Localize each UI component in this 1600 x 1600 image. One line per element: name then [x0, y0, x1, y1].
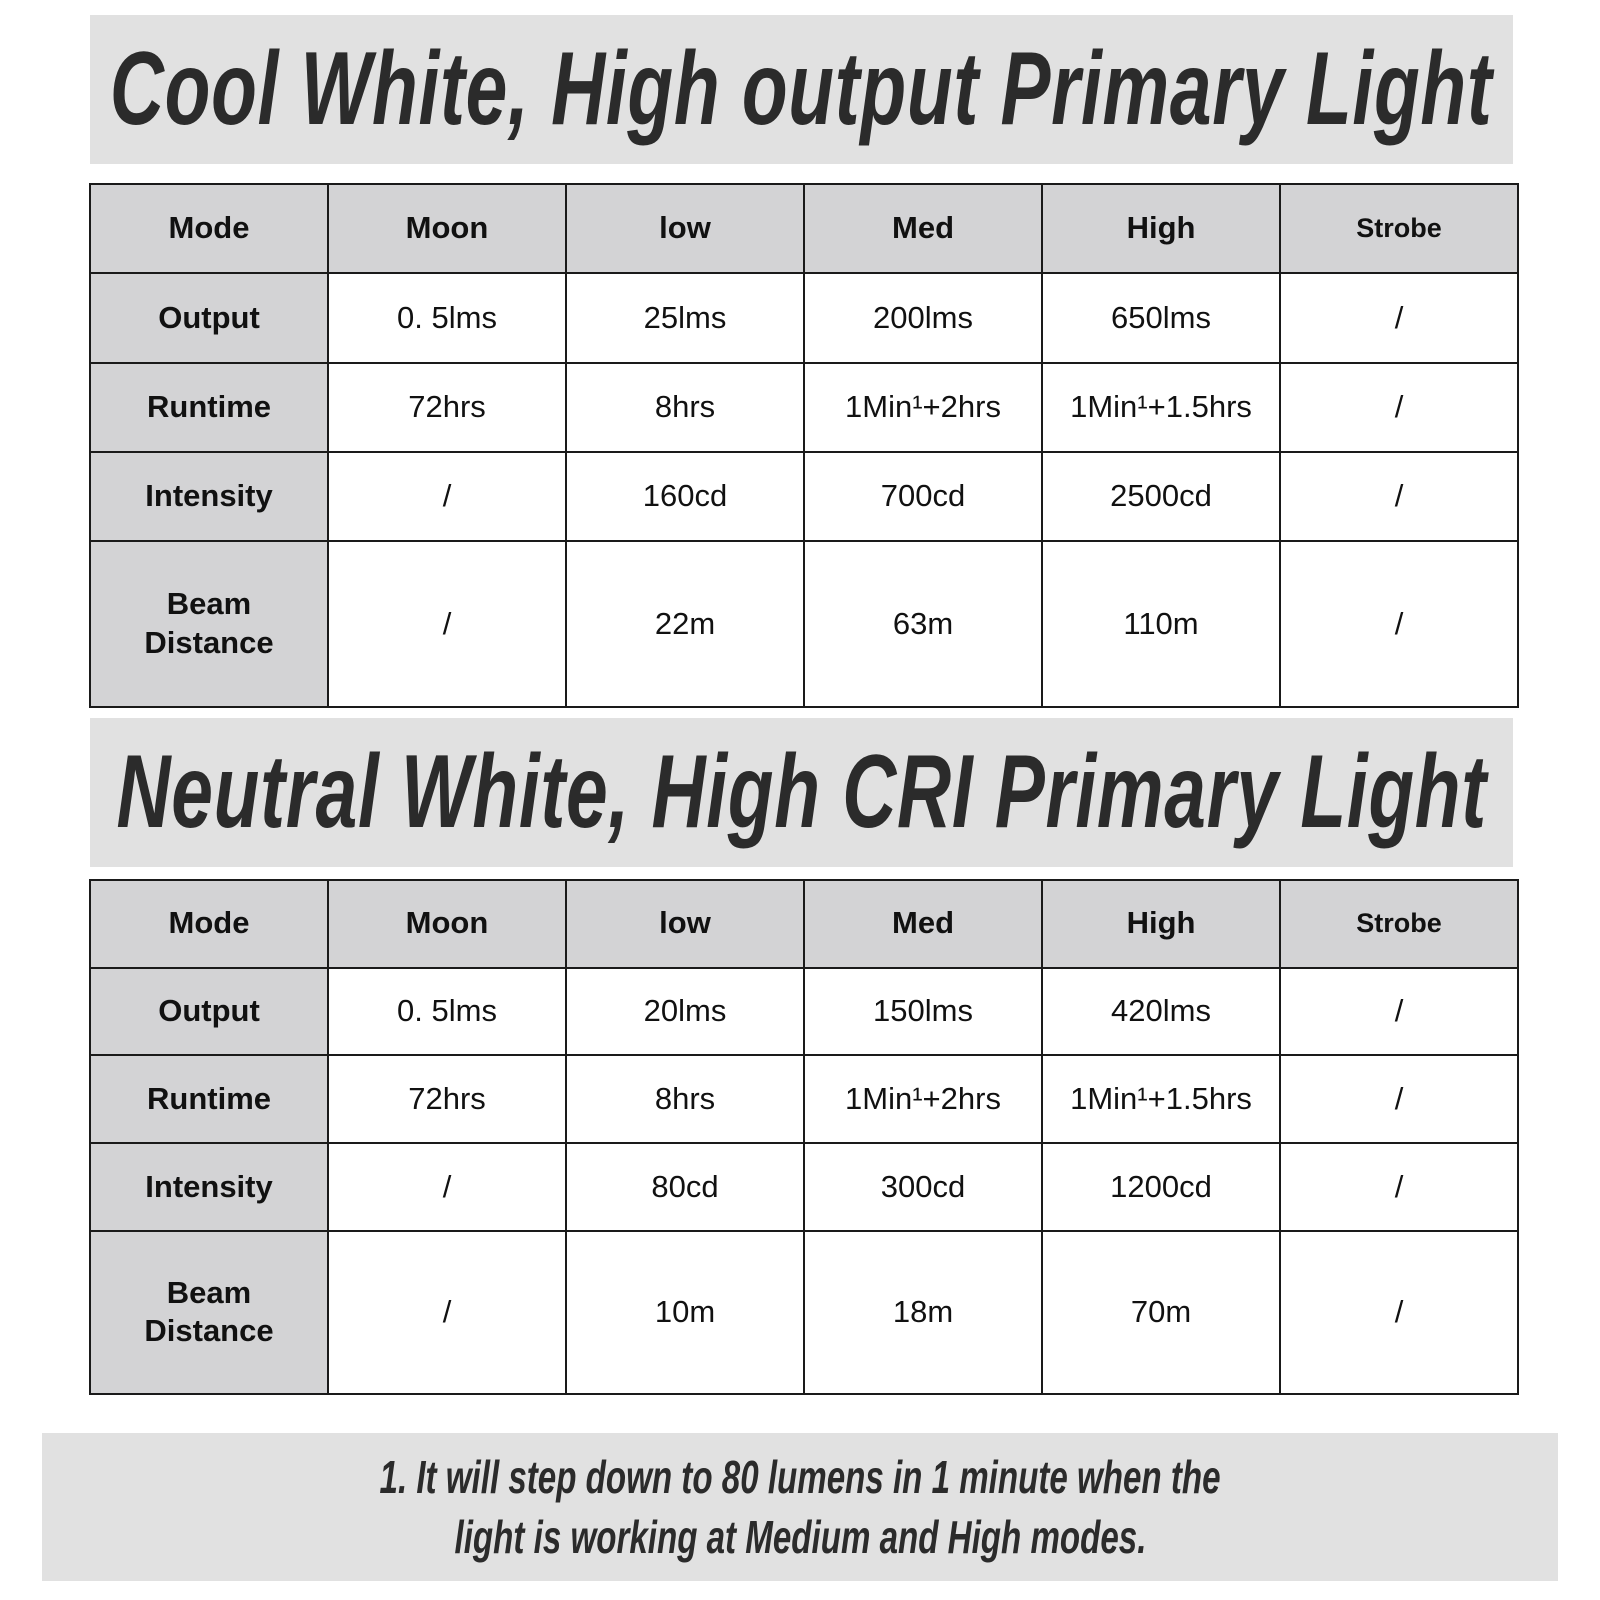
footnote-line-1: 1. It will step down to 80 lumens in 1 m…	[379, 1451, 1221, 1503]
table-cell: 8hrs	[565, 1054, 805, 1145]
table-cell: 70m	[1041, 1229, 1281, 1396]
neutral-white-title-band: Neutral White, High CRI Primary Light	[90, 718, 1513, 867]
table-cell: 1Min¹+1.5hrs	[1041, 361, 1281, 453]
table-cell: 700cd	[803, 450, 1043, 543]
table-cell: /	[1279, 272, 1519, 364]
table-row: Intensity/80cd 300cd 1200cd /	[89, 1142, 1519, 1232]
neutral-white-spec-table: Mode Moon low Med High Strobe Output 0. 5lms 20l…	[89, 879, 1519, 1396]
table-cell: /	[1279, 450, 1519, 543]
row-label: Output	[89, 272, 329, 364]
header-cell: Strobe	[1279, 879, 1519, 969]
table-cell: /	[327, 450, 567, 543]
table-cell: 650lms	[1041, 272, 1281, 364]
row-label: Output	[89, 966, 329, 1057]
table-cell: /	[1279, 1142, 1519, 1232]
table-cell: 200lms	[803, 272, 1043, 364]
cool-white-title-band: Cool White, High output Primary Light	[90, 15, 1513, 164]
header-cell: Med	[803, 182, 1043, 275]
table-cell: 150lms	[803, 966, 1043, 1057]
header-row: Mode Moon low Med High Strobe	[89, 879, 1519, 969]
header-row: Mode Moon low Med High Strobe	[89, 182, 1519, 275]
table-cell: 300cd	[803, 1142, 1043, 1232]
table-cell: 25lms	[565, 272, 805, 364]
footnote-band: 1. It will step down to 80 lumens in 1 m…	[42, 1433, 1558, 1581]
table-row: Runtime 72hrs 8hrs 1Min¹+2hrs 1Min¹+1.5hrs /	[89, 361, 1519, 453]
table-cell: /	[1279, 1229, 1519, 1396]
table-cell: 1Min¹+2hrs	[803, 1054, 1043, 1145]
header-cell: Moon	[327, 182, 567, 275]
table-cell: /	[1279, 966, 1519, 1057]
table-cell: 10m	[565, 1229, 805, 1396]
table-row: Intensity/160cd 700cd 2500cd /	[89, 450, 1519, 543]
footnote-line-2: light is working at Medium and High mode…	[454, 1511, 1146, 1563]
table-cell: 8hrs	[565, 361, 805, 453]
header-cell: Mode	[89, 182, 329, 275]
table-cell: 80cd	[565, 1142, 805, 1232]
table-row: Runtime 72hrs 8hrs 1Min¹+2hrs 1Min¹+1.5hrs /	[89, 1054, 1519, 1145]
table-cell: /	[327, 1229, 567, 1396]
table-cell: 18m	[803, 1229, 1043, 1396]
header-cell: High	[1041, 182, 1281, 275]
cool-white-spec-table: Mode Moon low Med High Strobe Output 0. 5lms 25l…	[89, 182, 1519, 708]
table-cell: 420lms	[1041, 966, 1281, 1057]
header-cell: Strobe	[1279, 182, 1519, 275]
table-row: Beam Distance/22m 63m 110m /	[89, 540, 1519, 708]
table-cell: 110m	[1041, 540, 1281, 708]
row-label: Beam Distance	[89, 540, 329, 708]
table-cell: 0. 5lms	[327, 966, 567, 1057]
table-row: Output 0. 5lms 20lms 150lms 420lms /	[89, 966, 1519, 1057]
table-cell: /	[327, 1142, 567, 1232]
table-cell: /	[1279, 540, 1519, 708]
table-cell: 1Min¹+1.5hrs	[1041, 1054, 1281, 1145]
header-cell: Moon	[327, 879, 567, 969]
header-cell: low	[565, 879, 805, 969]
row-label: Runtime	[89, 361, 329, 453]
table-cell: /	[327, 540, 567, 708]
table-cell: 72hrs	[327, 361, 567, 453]
table-cell: 22m	[565, 540, 805, 708]
header-cell: Mode	[89, 879, 329, 969]
table-cell: 1200cd	[1041, 1142, 1281, 1232]
cool-white-title: Cool White, High output Primary Light	[110, 31, 1493, 147]
table-cell: 72hrs	[327, 1054, 567, 1145]
header-cell: low	[565, 182, 805, 275]
neutral-white-title: Neutral White, High CRI Primary Light	[116, 734, 1487, 850]
table-row: Beam Distance/10m 18m 70m /	[89, 1229, 1519, 1396]
row-label: Intensity	[89, 450, 329, 543]
table-cell: /	[1279, 1054, 1519, 1145]
table-cell: 20lms	[565, 966, 805, 1057]
row-label: Beam Distance	[89, 1229, 329, 1396]
table-cell: 2500cd	[1041, 450, 1281, 543]
row-label: Runtime	[89, 1054, 329, 1145]
table-cell: 1Min¹+2hrs	[803, 361, 1043, 453]
header-cell: Med	[803, 879, 1043, 969]
table-cell: /	[1279, 361, 1519, 453]
table-cell: 63m	[803, 540, 1043, 708]
header-cell: High	[1041, 879, 1281, 969]
table-row: Output 0. 5lms 25lms 200lms 650lms /	[89, 272, 1519, 364]
row-label: Intensity	[89, 1142, 329, 1232]
table-cell: 160cd	[565, 450, 805, 543]
table-cell: 0. 5lms	[327, 272, 567, 364]
